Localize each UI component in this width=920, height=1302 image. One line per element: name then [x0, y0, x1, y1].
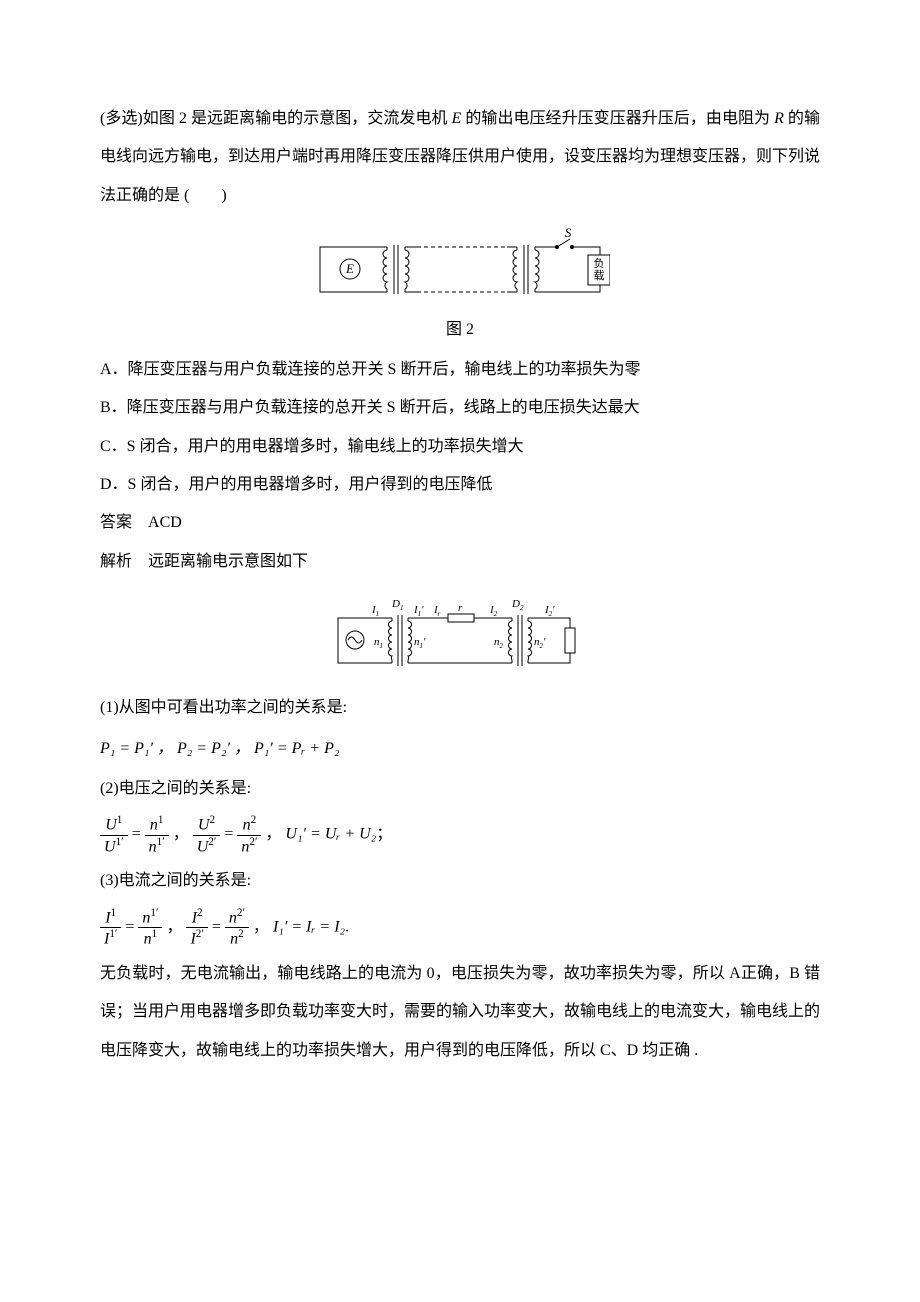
- circuit-diagram-2: I1 D1 I1′ Ir r I2 D2 I2′ n1 n1′ n2 n2′: [330, 593, 590, 683]
- answer-line: 答案 ACD: [100, 504, 820, 542]
- explain-label: 解析: [100, 553, 132, 570]
- frac-n1: n1 n1′: [145, 814, 169, 856]
- choice-c: C．S 闭合，用户的用电器增多时，输电线上的功率损失增大: [100, 428, 820, 466]
- circuit-diagram-1: E S 负 载: [310, 227, 610, 309]
- load-label-1: 负: [594, 256, 605, 270]
- q-text-2: 的输出电压经升压变压器升压后，由电阻为: [461, 110, 774, 127]
- svg-text:I2′: I2′: [544, 604, 555, 618]
- exp-line-2: (2)电压之间的关系是:: [100, 770, 820, 808]
- explain-line: 解析 远距离输电示意图如下: [100, 543, 820, 581]
- figure-1-caption: 图 2: [100, 317, 820, 343]
- eq-current: I1 I1′ = n1′ n1 ， I2 I2′ = n2′ n2 ， I₁′ …: [100, 907, 820, 949]
- choice-b-text: B．降压变压器与用户负载连接的总开关 S 断开后，线路上的电压损失达最大: [100, 399, 640, 416]
- eq-ur: U₁′ = Uᵣ + U₂: [285, 826, 376, 843]
- generator-label: E: [345, 261, 354, 276]
- svg-text:D2: D2: [511, 598, 524, 612]
- choice-d-text: D．S 闭合，用户的用电器增多时，用户得到的电压降低: [100, 476, 492, 493]
- answer-value: ACD: [148, 514, 182, 531]
- resistance-symbol: R: [774, 110, 784, 127]
- svg-text:Ir: Ir: [433, 604, 441, 618]
- eq-power: P₁ = P₁′ ， P₂ = P₂′ ， P₁′ = Pᵣ + P₂: [100, 734, 820, 764]
- exp-line-3: (3)电流之间的关系是:: [100, 862, 820, 900]
- figure-2: I1 D1 I1′ Ir r I2 D2 I2′ n1 n1′ n2 n2′: [100, 593, 820, 687]
- svg-text:r: r: [458, 602, 463, 614]
- explain-intro: 远距离输电示意图如下: [148, 553, 308, 570]
- svg-text:D1: D1: [391, 598, 403, 612]
- choice-b: B．降压变压器与用户负载连接的总开关 S 断开后，线路上的电压损失达最大: [100, 389, 820, 427]
- exp-line-1: (1)从图中可看出功率之间的关系是:: [100, 689, 820, 727]
- choice-d: D．S 闭合，用户的用电器增多时，用户得到的电压降低: [100, 466, 820, 504]
- choice-c-text: C．S 闭合，用户的用电器增多时，输电线上的功率损失增大: [100, 438, 524, 455]
- load-label-2: 载: [594, 269, 605, 282]
- frac-i2: I2 I2′: [186, 907, 207, 949]
- svg-text:n2′: n2′: [534, 636, 546, 650]
- frac-u2: U2 U2′: [193, 814, 221, 856]
- eq-voltage: U1 U1′ = n1 n1′ ， U2 U2′ = n2 n2′ ， U₁′ …: [100, 814, 820, 856]
- q-text-1: (多选)如图 2 是远距离输电的示意图，交流发电机: [100, 110, 452, 127]
- frac-i1: I1 I1′: [100, 907, 121, 949]
- eq-power-text: P₁ = P₁′ ， P₂ = P₂′ ， P₁′ = Pᵣ + P₂: [100, 740, 339, 757]
- svg-text:n2: n2: [494, 636, 504, 650]
- svg-text:I1′: I1′: [413, 604, 424, 618]
- frac-n2i: n2′ n2: [225, 907, 249, 949]
- svg-text:I1: I1: [371, 604, 379, 618]
- eq-ir: I₁′ = Iᵣ = I₂: [273, 918, 345, 935]
- explanation-paragraph: 无负载时，无电流输出，输电线路上的电流为 0，电压损失为零，故功率损失为零，所以…: [100, 955, 820, 1070]
- figure-1: E S 负 载: [100, 227, 820, 313]
- svg-text:n1′: n1′: [414, 636, 426, 650]
- choice-a-text: A．降压变压器与用户负载连接的总开关 S 断开后，输电线上的功率损失为零: [100, 361, 640, 378]
- generator-symbol: E: [452, 110, 462, 127]
- svg-text:n1: n1: [374, 636, 383, 650]
- svg-text:I2: I2: [489, 604, 498, 618]
- frac-n2: n2 n2′: [237, 814, 261, 856]
- frac-u1: U1 U1′: [100, 814, 128, 856]
- choice-a: A．降压变压器与用户负载连接的总开关 S 断开后，输电线上的功率损失为零: [100, 351, 820, 389]
- frac-n1i: n1′ n1: [138, 907, 162, 949]
- question-stem: (多选)如图 2 是远距离输电的示意图，交流发电机 E 的输出电压经升压变压器升…: [100, 100, 820, 215]
- switch-label: S: [565, 227, 572, 240]
- answer-label: 答案: [100, 514, 132, 531]
